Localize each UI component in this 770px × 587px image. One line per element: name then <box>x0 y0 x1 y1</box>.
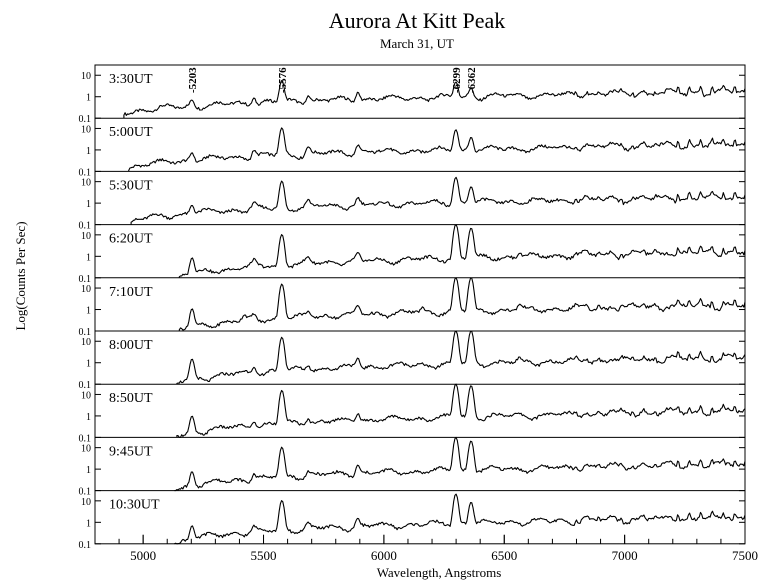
spectrum-panel: 10 1 0.1 9:45UT <box>79 436 746 498</box>
y-tick-label: 0.1 <box>79 327 92 338</box>
panel-label: 5:30UT <box>109 178 153 193</box>
y-tick-label: 1 <box>86 306 91 317</box>
y-tick-label: 1 <box>86 518 91 529</box>
spectrum-line <box>174 436 746 492</box>
panel-label: 8:00UT <box>109 338 153 353</box>
panel-label: 5:00UT <box>109 125 153 140</box>
y-tick-label: 0.1 <box>79 540 92 551</box>
spectrum-line <box>128 127 746 172</box>
chart-subtitle: March 31, UT <box>380 36 454 51</box>
spectrum-line <box>176 330 746 385</box>
spectrum-line <box>123 80 746 119</box>
x-tick-label: 6000 <box>371 548 397 563</box>
spectrum-panel: 10 1 0.1 8:00UT <box>79 330 746 391</box>
x-tick-label: 7000 <box>612 548 638 563</box>
plot-frame <box>94 64 746 545</box>
y-tick-label: 1 <box>86 252 91 263</box>
spectrum-panel: 10 1 0.1 5:00UT <box>79 117 746 178</box>
y-tick-label: 1 <box>86 93 91 104</box>
y-tick-label: 0.1 <box>79 487 92 498</box>
spectrum-line <box>174 493 746 545</box>
spectrum-line <box>178 277 746 331</box>
spectrum-line <box>130 176 746 225</box>
y-tick-label: 1 <box>86 465 91 476</box>
y-tick-label: 0.1 <box>79 274 92 285</box>
y-tick-label: 0.1 <box>79 114 92 125</box>
chart-title: Aurora At Kitt Peak <box>329 8 506 33</box>
y-tick-label: 10 <box>81 124 91 135</box>
y-tick-label: 10 <box>81 71 91 82</box>
line-annotation: -6299 <box>451 67 463 93</box>
spectrum-panel: 10 1 0.1 8:50UT <box>79 383 746 444</box>
x-tick-label: 7500 <box>732 548 758 563</box>
x-axis-label: Wavelength, Angstroms <box>377 565 502 580</box>
spectrum-panel: 10 1 0.1 7:10UT <box>79 277 746 338</box>
y-tick-label: 10 <box>81 497 91 508</box>
y-tick-label: 0.1 <box>79 380 92 391</box>
panel-label: 3:30UT <box>109 72 153 87</box>
y-tick-label: 0.1 <box>79 221 92 232</box>
spectrum-panel: 10 1 0.1 6:20UT <box>79 224 746 285</box>
y-tick-label: 10 <box>81 178 91 189</box>
y-tick-label: 10 <box>81 444 91 455</box>
y-tick-label: 10 <box>81 337 91 348</box>
y-tick-label: 1 <box>86 199 91 210</box>
y-tick-label: 10 <box>81 390 91 401</box>
panel-label: 9:45UT <box>109 444 153 459</box>
spectrum-panel: 10 1 0.1 3:30UT -5203 -5576 -6299 -6362 <box>79 67 746 125</box>
y-tick-label: 1 <box>86 412 91 423</box>
panel-label: 8:50UT <box>109 391 153 406</box>
x-axis: 5000 5500 6000 6500 7000 7500 <box>94 534 758 563</box>
spectrum-line <box>176 383 746 438</box>
y-tick-label: 1 <box>86 359 91 370</box>
y-tick-label: 1 <box>86 146 91 157</box>
panel-label: 6:20UT <box>109 232 153 247</box>
panel-label: 7:10UT <box>109 285 153 300</box>
line-annotation: -5576 <box>277 67 289 93</box>
x-tick-label: 5000 <box>130 548 156 563</box>
line-annotation: -6362 <box>466 67 478 93</box>
y-axis-label: Log(Counts Per Sec) <box>13 221 28 330</box>
y-tick-label: 0.1 <box>79 167 92 178</box>
spectrum-line <box>178 224 746 278</box>
spectrum-panel: 10 1 0.1 10:30UT <box>79 490 746 551</box>
spectrum-panel: 10 1 0.1 5:30UT <box>79 170 746 232</box>
x-tick-label: 5500 <box>251 548 277 563</box>
y-tick-label: 10 <box>81 231 91 242</box>
x-tick-label: 6500 <box>491 548 517 563</box>
panel-label: 10:30UT <box>109 498 160 513</box>
line-annotation: -5203 <box>187 67 199 93</box>
y-tick-label: 10 <box>81 284 91 295</box>
y-tick-label: 0.1 <box>79 433 92 444</box>
spectrum-panels: 10 1 0.1 3:30UT -5203 -5576 -6299 -6362 10 1 0.1 5:… <box>79 64 746 551</box>
